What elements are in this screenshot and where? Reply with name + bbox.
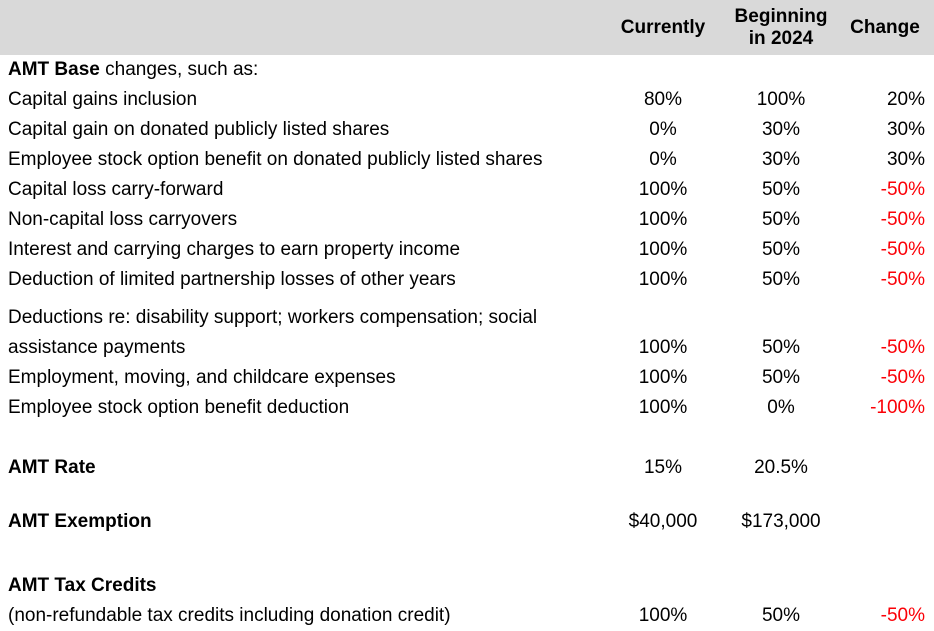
currently-value: 0% [649,149,677,170]
beginning-2024-value: 50% [761,269,801,290]
row-label: AMT Base changes, such as: [0,55,600,85]
table-header-row: Currently Beginning in 2024 Change [0,0,934,55]
table-row: Capital gains inclusion 80% 100% 20% [0,85,934,115]
table-row: Employee stock option benefit deduction … [0,393,934,423]
row-spacer [0,483,934,507]
table-row: Non-capital loss carryovers 100% 50% -50… [0,205,934,235]
table-body: AMT Base changes, such as: Capital gains… [0,55,934,631]
beginning-2024-value: 30% [761,149,801,170]
row-label-text: Interest and carrying charges to earn pr… [8,239,461,260]
table-row: AMT Tax Credits [0,571,934,601]
table-row: Interest and carrying charges to earn pr… [0,235,934,265]
table-row: Deductions re: disability support; worke… [0,303,934,363]
row-spacer [0,295,934,303]
currently-value: 100% [638,367,688,388]
row-label: Employee stock option benefit deduction [0,393,600,423]
beginning-2024-value: 30% [761,119,801,140]
row-label: Employment, moving, and childcare expens… [0,363,600,393]
row-spacer [0,537,934,571]
table-row: AMT Base changes, such as: [0,55,934,85]
beginning-2024-value: 50% [761,605,801,626]
row-label: Deductions re: disability support; worke… [0,303,600,363]
row-label-text: Employee stock option benefit on donated… [8,149,543,170]
change-value: 20% [886,89,925,110]
row-label: (non-refundable tax credits including do… [0,601,600,631]
row-label: AMT Tax Credits [0,571,600,601]
row-label-text: Non-capital loss carryovers [8,209,238,230]
row-label-bold: AMT Rate [8,457,96,478]
header-change: Change [850,16,920,38]
currently-value: $40,000 [628,511,698,532]
header-beginning-2024-label: Beginning in 2024 [734,5,828,49]
row-spacer [0,423,934,453]
row-label: Interest and carrying charges to earn pr… [0,235,600,265]
table-row: AMT Rate 15% 20.5% [0,453,934,483]
header-currently: Currently [620,16,706,38]
beginning-2024-value: 50% [761,239,801,260]
currently-value: 80% [643,89,683,110]
row-label-text: Deduction of limited partnership losses … [8,269,456,290]
currently-value: 15% [643,457,683,478]
beginning-2024-value: 50% [761,367,801,388]
beginning-2024-value: 20.5% [754,457,808,478]
row-label: Non-capital loss carryovers [0,205,600,235]
row-label-text: Capital gains inclusion [8,89,198,110]
table-row: Deduction of limited partnership losses … [0,265,934,295]
beginning-2024-value: 0% [767,397,795,418]
row-label-text: (non-refundable tax credits including do… [8,605,451,626]
change-value: -50% [880,239,925,260]
row-label-bold: AMT Exemption [8,511,152,532]
row-label-text: Employment, moving, and childcare expens… [8,367,396,388]
currently-value: 100% [638,209,688,230]
row-label: Employee stock option benefit on donated… [0,145,600,175]
table-row: AMT Exemption $40,000 $173,000 [0,507,934,537]
row-label-text: Capital loss carry-forward [8,179,224,200]
header-beginning-2024: Beginning in 2024 [726,6,836,50]
table-row: (non-refundable tax credits including do… [0,601,934,631]
change-value: -50% [880,209,925,230]
change-value: -50% [880,605,925,626]
beginning-2024-value: $173,000 [741,511,821,532]
row-label-text: Employee stock option benefit deduction [8,397,350,418]
row-label-text: Capital gain on donated publicly listed … [8,119,390,140]
row-label: Capital gains inclusion [0,85,600,115]
row-label: Capital gain on donated publicly listed … [0,115,600,145]
row-label-text: Deductions re: disability support; worke… [8,307,538,358]
change-value: 30% [886,149,925,170]
table-row: Employee stock option benefit on donated… [0,145,934,175]
currently-value: 100% [638,397,688,418]
currently-value: 100% [638,269,688,290]
beginning-2024-value: 50% [761,209,801,230]
change-value: -50% [880,337,925,358]
change-value: -100% [870,397,925,418]
table-row: Capital loss carry-forward 100% 50% -50% [0,175,934,205]
change-value: -50% [880,367,925,388]
table-row: Employment, moving, and childcare expens… [0,363,934,393]
currently-value: 100% [638,179,688,200]
change-value: -50% [880,179,925,200]
change-value: -50% [880,269,925,290]
row-label-bold: AMT Base [8,59,100,80]
beginning-2024-value: 50% [761,179,801,200]
beginning-2024-value: 50% [761,337,801,358]
table-row: Capital gain on donated publicly listed … [0,115,934,145]
row-label: AMT Exemption [0,507,600,537]
row-label: Capital loss carry-forward [0,175,600,205]
row-label-text: changes, such as: [99,59,259,80]
change-value: 30% [886,119,925,140]
currently-value: 100% [638,239,688,260]
row-label: Deduction of limited partnership losses … [0,265,600,295]
row-label: AMT Rate [0,453,600,483]
currently-value: 100% [638,605,688,626]
row-label-bold: AMT Tax Credits [8,575,157,596]
beginning-2024-value: 100% [756,89,806,110]
currently-value: 100% [638,337,688,358]
currently-value: 0% [649,119,677,140]
